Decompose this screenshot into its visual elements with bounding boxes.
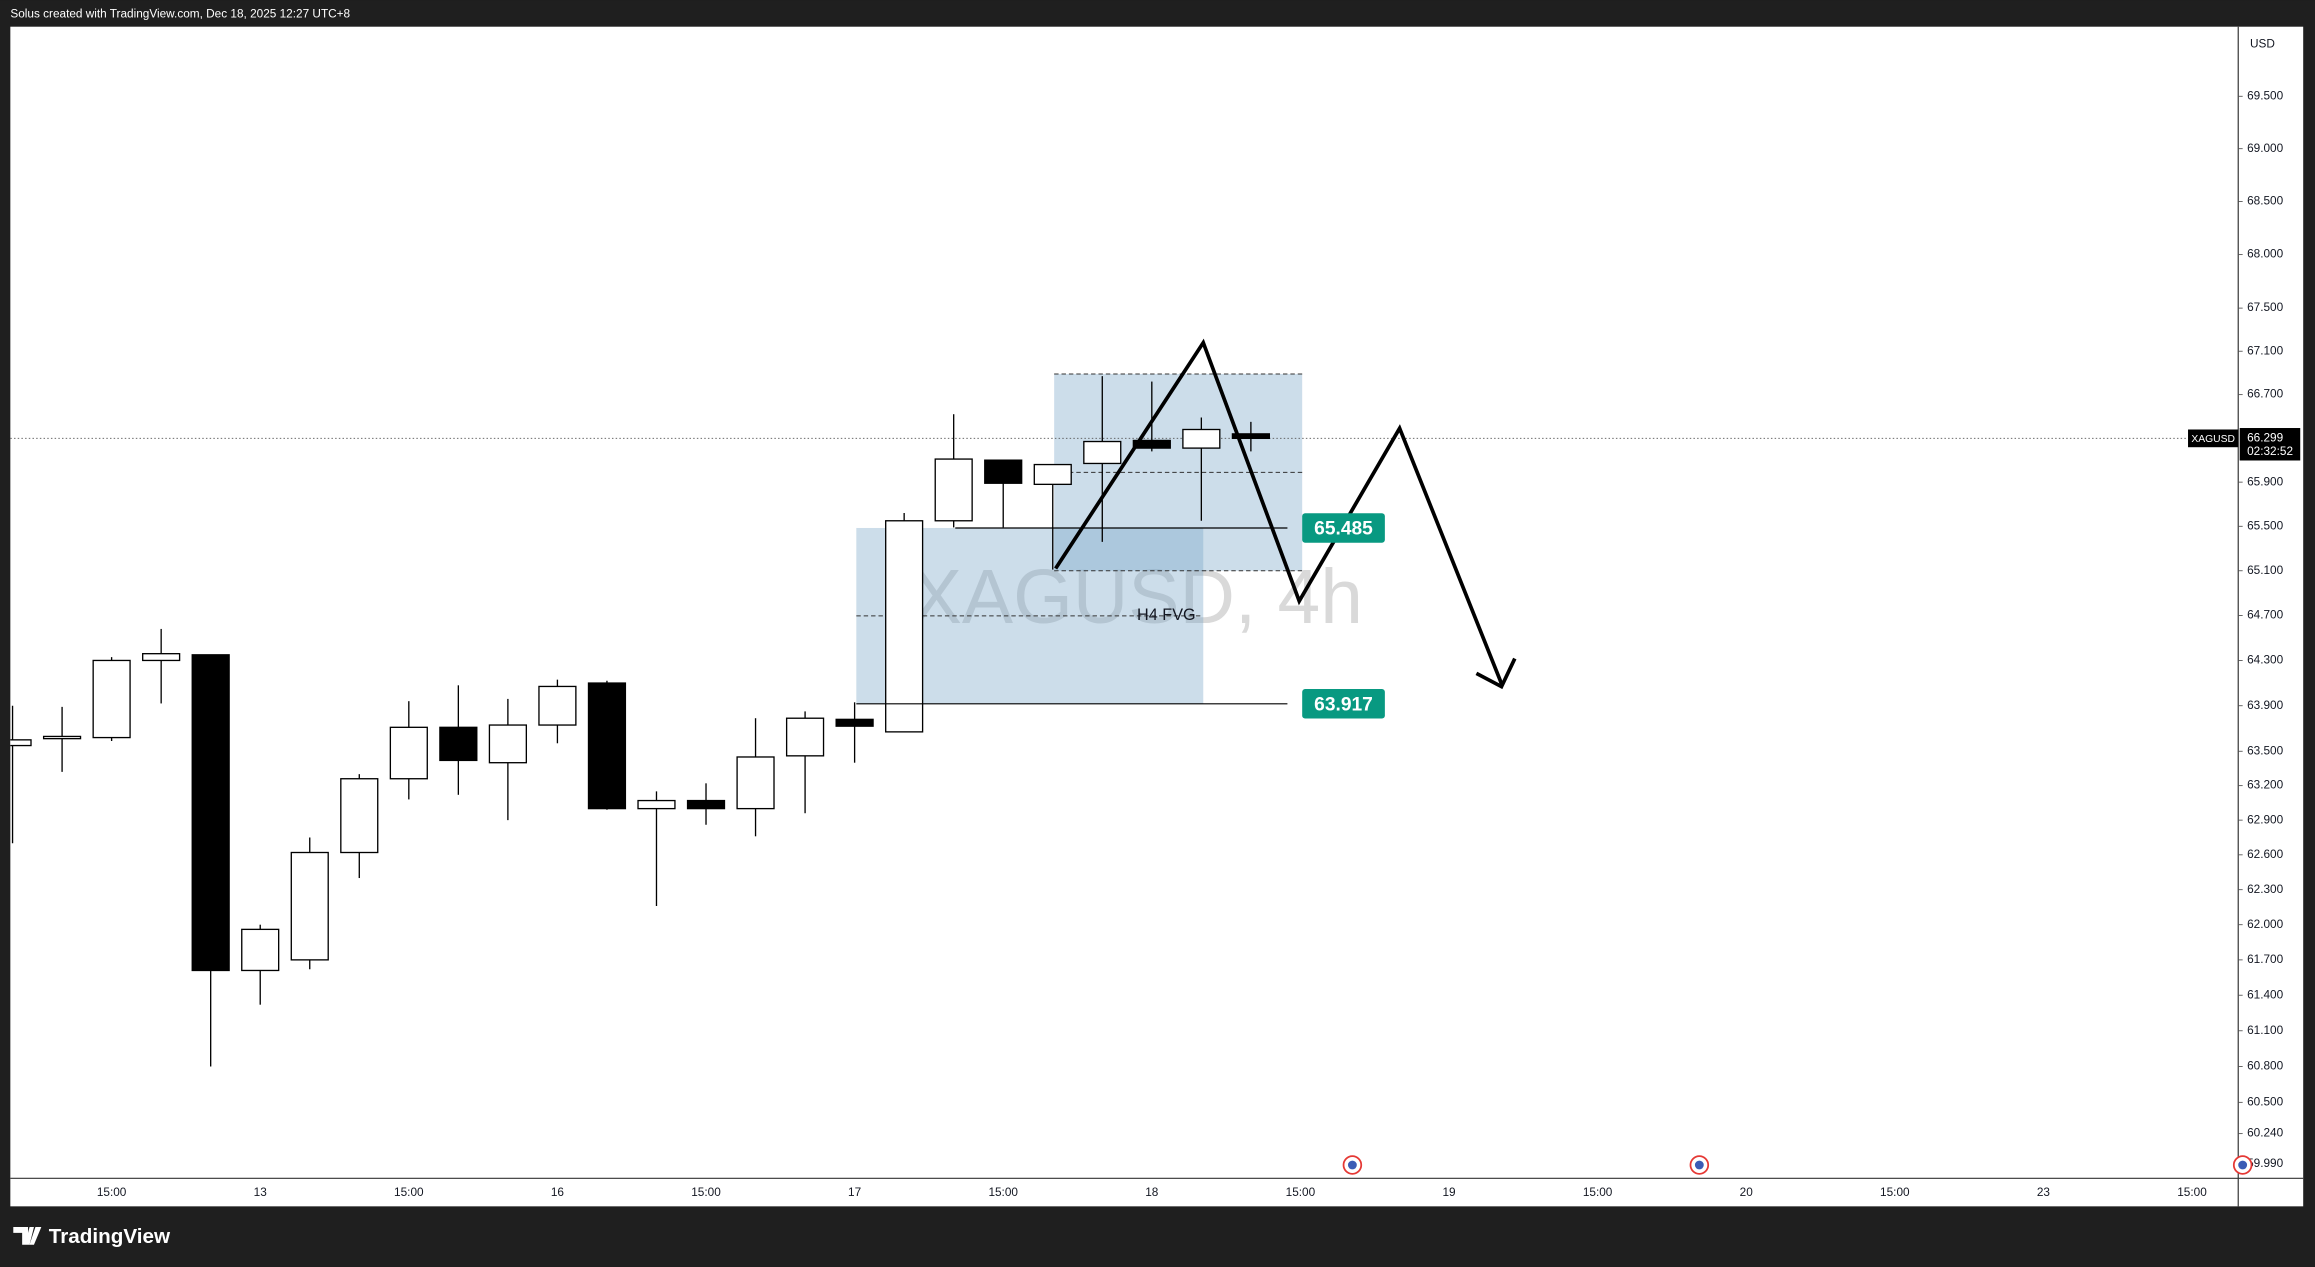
y-tick-label: 60.500 [2247, 1094, 2284, 1108]
candle-body [241, 928, 280, 972]
y-tick-label: 64.300 [2247, 653, 2284, 667]
candle-body [1083, 440, 1122, 465]
header-title: Solus created with TradingView.com, Dec … [10, 6, 350, 20]
candle-body [637, 799, 676, 810]
axis-unit: USD [2250, 37, 2275, 51]
y-tick-label: 69.500 [2247, 88, 2284, 102]
y-tick-label: 62.600 [2247, 847, 2284, 861]
x-tick-label: 15:00 [1583, 1185, 1613, 1199]
y-tick-label: 62.000 [2247, 917, 2284, 931]
y-tick-label: 60.800 [2247, 1059, 2284, 1073]
price-line-label: 65.485 [1314, 519, 1373, 540]
y-tick-label: 61.400 [2247, 987, 2284, 1001]
x-tick-label: 17 [848, 1185, 861, 1199]
symbol-badge [2188, 429, 2239, 448]
y-tick-label: 66.700 [2247, 387, 2284, 401]
y-tick-label: 59.990 [2247, 1156, 2284, 1170]
price-line-badge [1302, 513, 1385, 543]
x-tick-label: 20 [1740, 1185, 1754, 1199]
candle-body [42, 735, 82, 740]
y-tick-label: 68.500 [2247, 194, 2284, 208]
chart-panel [10, 26, 2304, 1207]
candle-body [488, 724, 528, 764]
y-tick-label: 62.300 [2247, 882, 2284, 896]
y-tick-label: 65.100 [2247, 563, 2284, 577]
x-tick-label: 15:00 [1880, 1185, 1910, 1199]
y-tick-label: 60.240 [2247, 1126, 2284, 1140]
candle-body [142, 653, 181, 662]
countdown-label: 02:32:52 [2247, 444, 2293, 458]
x-tick-label: 19 [1442, 1185, 1455, 1199]
x-tick-label: 15:00 [394, 1185, 424, 1199]
y-tick-label: 61.100 [2247, 1023, 2284, 1037]
y-tick-label: 63.500 [2247, 743, 2284, 757]
candle-body [439, 726, 478, 762]
candle-body [934, 458, 973, 522]
candle-body [587, 682, 627, 810]
x-tick-label: 15:00 [97, 1185, 127, 1199]
candle-body [984, 459, 1023, 484]
y-tick-label: 63.900 [2247, 698, 2284, 712]
y-tick-label: 67.500 [2247, 300, 2284, 314]
y-tick-label: 65.500 [2247, 518, 2284, 532]
x-tick-label: 18 [1145, 1185, 1159, 1199]
y-tick-label: 61.700 [2247, 952, 2284, 966]
candle-body [1182, 428, 1221, 449]
brand-logo [13, 1227, 42, 1245]
candle-body [10, 739, 32, 747]
candle-body [290, 851, 329, 961]
candle-body [736, 756, 775, 810]
candle-body [92, 659, 131, 739]
candle-body [191, 654, 230, 972]
price-badge [2239, 428, 2301, 461]
projection-arrowhead [1475, 657, 1517, 690]
symbol-label: XAGUSD [2191, 434, 2235, 445]
candle-body [785, 717, 825, 757]
candle-body [686, 799, 726, 810]
candle-body [389, 726, 428, 780]
last-price-label: 66.299 [2247, 430, 2283, 444]
price-line-label: 63.917 [1314, 694, 1373, 715]
projection-path [1054, 338, 1504, 685]
price-line-badge [1302, 689, 1385, 719]
x-tick-label: 15:00 [2177, 1185, 2207, 1199]
y-tick-label: 67.100 [2247, 343, 2284, 357]
y-tick-label: 69.000 [2247, 141, 2284, 155]
candle-body [835, 718, 874, 727]
y-tick-label: 65.900 [2247, 474, 2284, 488]
zone-label: H4 FVG [1137, 606, 1196, 624]
candle-body [1231, 433, 1271, 440]
candle-body [340, 778, 379, 854]
candle-body [885, 520, 924, 733]
event-icon-dot [1694, 1160, 1704, 1170]
y-tick-label: 62.900 [2247, 812, 2284, 826]
candle-body [1033, 463, 1072, 486]
footer: TradingView [13, 1225, 171, 1248]
x-tick-label: 16 [551, 1185, 565, 1199]
x-tick-label: 23 [2037, 1185, 2051, 1199]
x-tick-label: 15:00 [691, 1185, 721, 1199]
event-icon-dot [1347, 1160, 1357, 1170]
candle-body [538, 685, 577, 726]
candle-body [1132, 439, 1171, 449]
y-tick-label: 64.700 [2247, 608, 2284, 622]
x-tick-label: 15:00 [988, 1185, 1018, 1199]
y-tick-label: 68.000 [2247, 247, 2284, 261]
x-tick-label: 15:00 [1286, 1185, 1316, 1199]
y-tick-label: 63.200 [2247, 778, 2284, 792]
event-icon-dot [2238, 1160, 2248, 1170]
plot: H4 FVG [10, 338, 2239, 1067]
x-tick-label: 13 [254, 1185, 268, 1199]
brand: TradingView [49, 1225, 171, 1248]
